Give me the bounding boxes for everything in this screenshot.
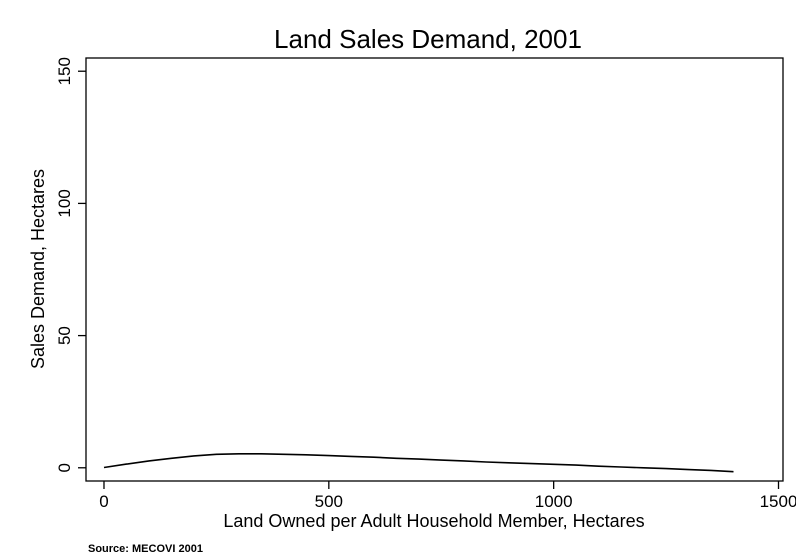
x-tick-label: 1000 — [535, 492, 573, 511]
x-axis: 0 500 1000 1500 — [99, 481, 796, 511]
chart-title: Land Sales Demand, 2001 — [274, 24, 582, 54]
x-axis-label: Land Owned per Adult Household Member, H… — [223, 511, 644, 531]
y-tick-label: 0 — [55, 463, 74, 472]
x-tick-label: 500 — [315, 492, 343, 511]
plot-frame — [85, 57, 784, 482]
y-axis: 0 50 100 150 — [55, 57, 86, 473]
y-tick-label: 50 — [55, 326, 74, 345]
source-note: Source: MECOVI 2001 — [88, 543, 203, 555]
series-line — [103, 453, 734, 473]
y-tick-label: 100 — [55, 189, 74, 217]
x-tick-label: 0 — [99, 492, 108, 511]
x-tick-label: 1500 — [760, 492, 796, 511]
y-tick-label: 150 — [55, 57, 74, 85]
y-axis-label: Sales Demand, Hectares — [28, 169, 48, 369]
